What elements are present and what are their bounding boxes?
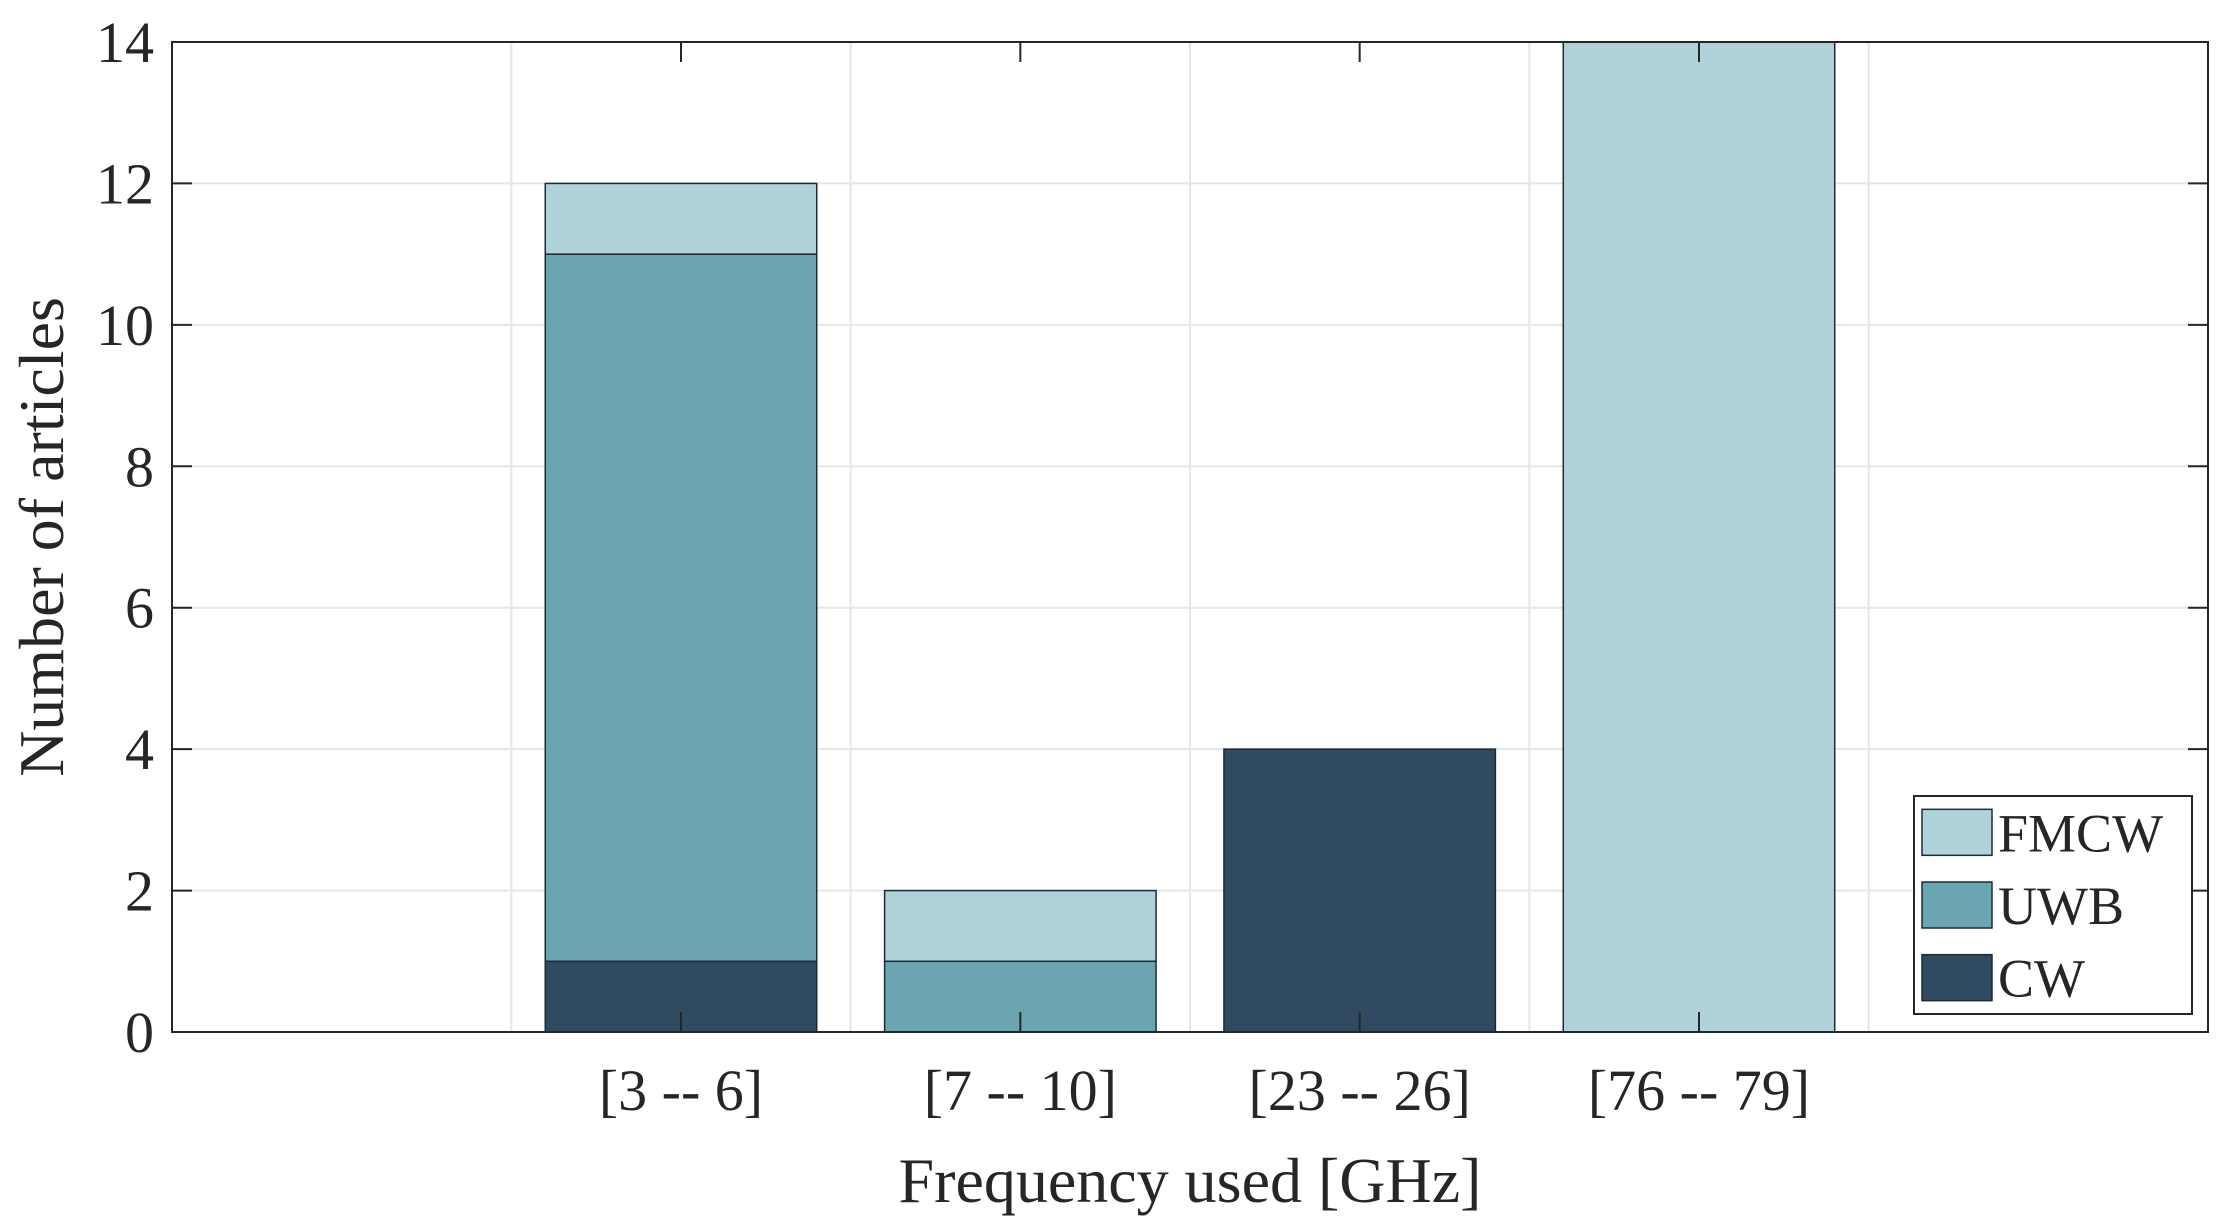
legend-label-fmcw: FMCW: [1998, 803, 2163, 863]
x-tick-label: [76 -- 79]: [1588, 1058, 1810, 1123]
legend-swatch-cw: [1921, 953, 1993, 1002]
y-tick-label: 4: [125, 717, 154, 782]
x-axis-label: Frequency used [GHz]: [899, 1145, 1482, 1216]
bar-segment-cw: [1223, 748, 1497, 1033]
y-axis-label: Number of articles: [6, 297, 77, 777]
y-tick-label: 8: [125, 434, 154, 499]
tick-labels: 0 2 4 6 8 10 12 14 [3 -- 6] [7 -- 10] [23 -- 26] [7…: [96, 10, 1810, 1123]
plot-frame: [171, 41, 2209, 1033]
bar-segment-fmcw: [1562, 41, 1836, 1033]
legend: FMCW UWB CW: [1913, 795, 2193, 1015]
x-tick-label: [7 -- 10]: [924, 1058, 1117, 1123]
legend-swatch-fmcw: [1921, 808, 1993, 857]
x-tick-label: [23 -- 26]: [1249, 1058, 1471, 1123]
y-tick-label: 2: [125, 859, 154, 924]
y-tick-label: 14: [96, 10, 154, 75]
y-tick-label: 6: [125, 576, 154, 641]
y-tick-label: 10: [96, 293, 154, 358]
y-tick-label: 12: [96, 151, 154, 216]
bar-segment-uwb: [544, 253, 818, 963]
bars: [544, 41, 1836, 1033]
x-tick-label: [3 -- 6]: [599, 1058, 763, 1123]
grid-lines: [172, 42, 2208, 1032]
bar-segment-fmcw: [883, 889, 1157, 963]
legend-label-uwb: UWB: [1998, 876, 2124, 936]
y-tick-label: 0: [125, 1000, 154, 1065]
legend-swatch-uwb: [1921, 881, 1993, 929]
legend-label-cw: CW: [1998, 949, 2085, 1009]
bar-segment-fmcw: [544, 182, 818, 255]
